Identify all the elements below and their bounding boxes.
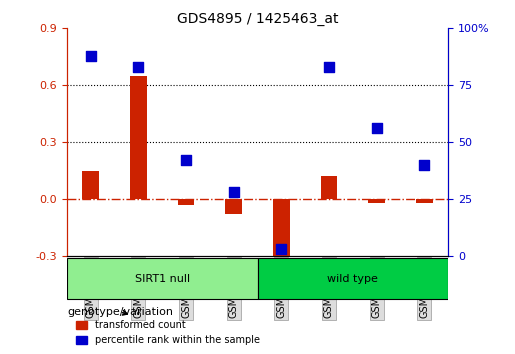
Bar: [368, 199, 385, 203]
Point: [420, 162, 428, 168]
Text: SIRT1 null: SIRT1 null: [134, 274, 190, 284]
Bar: [178, 199, 194, 205]
Bar: [82, 171, 99, 199]
Point: [372, 126, 381, 131]
Bar: [321, 176, 337, 199]
Text: genotype/variation: genotype/variation: [67, 307, 173, 317]
Text: wild type: wild type: [328, 274, 378, 284]
FancyBboxPatch shape: [258, 258, 448, 299]
Point: [325, 64, 333, 70]
Bar: [130, 76, 147, 199]
Legend: transformed count, percentile rank within the sample: transformed count, percentile rank withi…: [72, 316, 264, 349]
Point: [134, 64, 143, 70]
Point: [87, 53, 95, 58]
Point: [277, 246, 285, 252]
Bar: [273, 199, 289, 260]
Point: [230, 189, 238, 195]
Bar: [226, 199, 242, 214]
FancyBboxPatch shape: [67, 258, 258, 299]
Point: [182, 158, 190, 163]
Bar: [416, 199, 433, 203]
Title: GDS4895 / 1425463_at: GDS4895 / 1425463_at: [177, 12, 338, 26]
